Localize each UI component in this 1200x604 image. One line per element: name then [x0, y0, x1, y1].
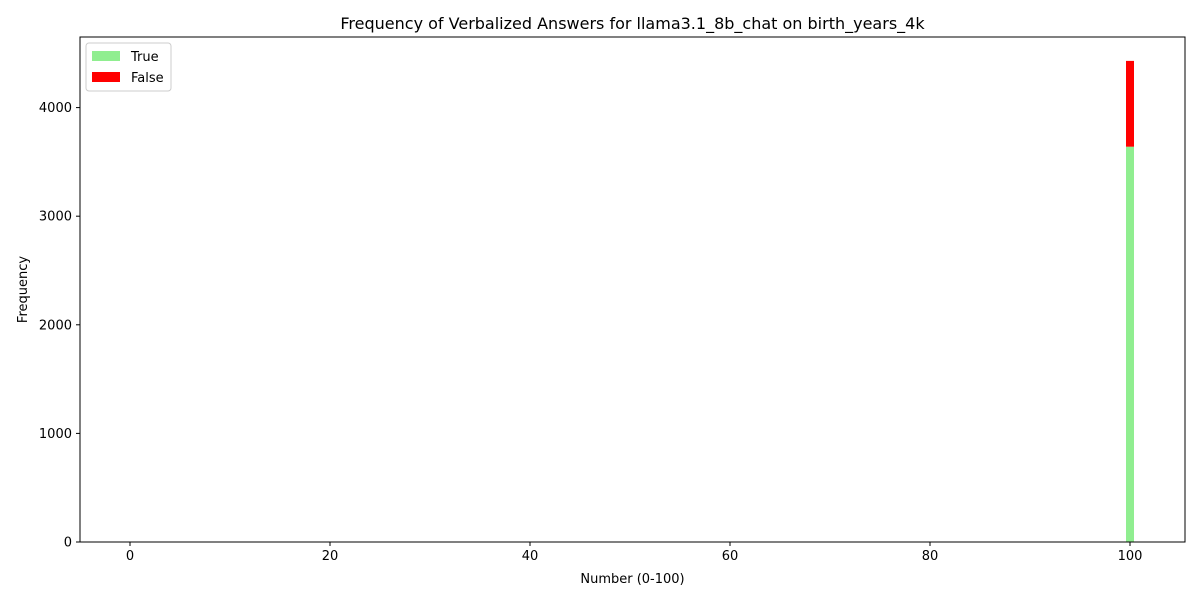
y-tick-label: 0 [64, 536, 72, 551]
legend-swatch-false [92, 72, 120, 82]
x-axis-label: Number (0-100) [580, 572, 684, 587]
x-tick-label: 80 [922, 549, 939, 564]
plot-frame [80, 37, 1185, 542]
legend-label-false: False [131, 71, 164, 86]
y-tick-label: 2000 [39, 318, 72, 333]
x-tick-label: 100 [1118, 549, 1143, 564]
bar-false-x100 [1126, 61, 1134, 147]
legend-swatch-true [92, 51, 120, 61]
legend-label-true: True [130, 50, 159, 65]
x-tick-label: 20 [322, 549, 339, 564]
y-ticks: 0 1000 2000 3000 4000 [39, 101, 80, 550]
legend: True False [86, 43, 171, 91]
y-axis-label: Frequency [16, 256, 31, 323]
y-tick-label: 3000 [39, 210, 72, 225]
bar-true-x100 [1126, 147, 1134, 542]
x-tick-label: 60 [722, 549, 739, 564]
bars-layer [126, 61, 1134, 542]
x-ticks: 0 20 40 60 80 100 [126, 542, 1143, 564]
y-tick-label: 4000 [39, 101, 72, 116]
chart-title: Frequency of Verbalized Answers for llam… [340, 14, 925, 34]
x-tick-label: 0 [126, 549, 134, 564]
axes-layer [80, 37, 1185, 542]
y-tick-label: 1000 [39, 427, 72, 442]
x-tick-label: 40 [522, 549, 539, 564]
